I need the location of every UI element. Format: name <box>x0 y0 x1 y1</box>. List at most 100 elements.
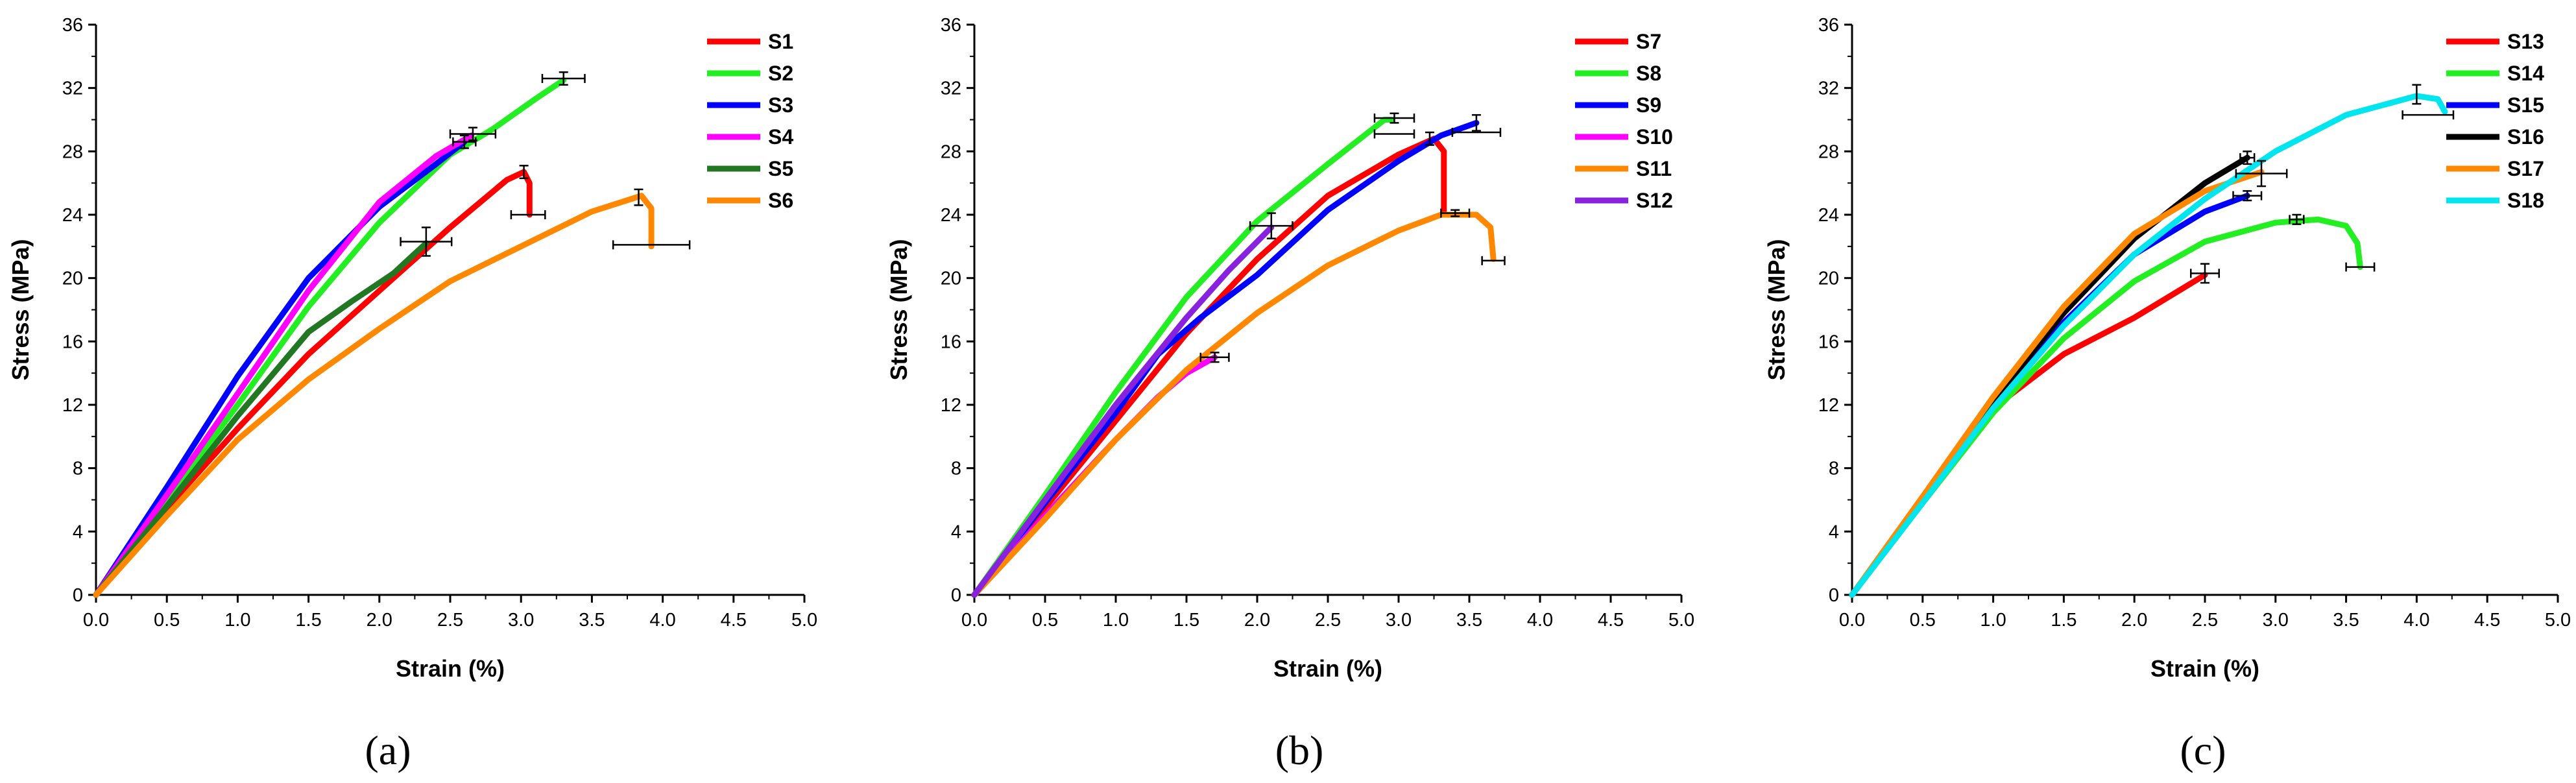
panel-caption: (c) <box>2180 727 2226 773</box>
error-bar-s14-end <box>2345 262 2376 272</box>
series-line-s8 <box>971 117 1395 598</box>
legend-label-s10: S10 <box>1636 125 1673 149</box>
error-bar-s9 <box>1471 114 1481 132</box>
error-bar-s11 <box>1440 208 1471 218</box>
series-line-s12 <box>971 224 1275 598</box>
error-bar-s16 <box>2239 151 2256 165</box>
x-tick-label: 5.0 <box>1668 610 1694 631</box>
y-tick-label: 12 <box>941 395 961 416</box>
y-tick-label: 8 <box>73 459 83 479</box>
legend-label-s18: S18 <box>2507 189 2544 212</box>
error-bar-s6 <box>634 188 644 206</box>
chart-panel-2: 0.0 0.5 1.0 1.5 2.0 2.5 3.0 3.5 4.0 4.5 5.0 0 4 8 12 16… <box>885 15 1694 773</box>
x-tick-label: 4.5 <box>721 610 747 631</box>
legend: S13 S14 S15 S16 S17 S18 <box>2446 30 2544 212</box>
x-tick-label: 1.0 <box>1980 610 2006 631</box>
error-bar-s10 <box>1199 352 1230 363</box>
error-bar-s9-end <box>1451 128 1502 138</box>
y-tick-label: 36 <box>941 15 961 36</box>
x-tick-label: 2.0 <box>367 610 392 631</box>
series-line-s9 <box>971 119 1480 598</box>
y-tick-label: 36 <box>62 15 83 36</box>
y-axis-label: Stress (MPa) <box>1763 239 1790 380</box>
x-tick-label: 0.5 <box>1032 610 1058 631</box>
y-tick-label: 32 <box>1818 78 1839 99</box>
y-tick-label: 24 <box>941 205 961 226</box>
error-bar-s14 <box>2289 213 2305 225</box>
x-tick-label: 3.0 <box>2263 610 2289 631</box>
series-line-s11 <box>971 211 1497 598</box>
series-line-s13 <box>1849 272 2208 598</box>
x-tick-label: 3.5 <box>1456 610 1482 631</box>
series-line-s17 <box>1849 169 2265 598</box>
x-tick-label: 2.0 <box>1244 610 1270 631</box>
y-tick-label: 0 <box>951 585 961 606</box>
legend-label-s1: S1 <box>768 30 793 53</box>
error-bar-s1 <box>519 165 529 180</box>
x-tick-label: 1.5 <box>1174 610 1199 631</box>
y-tick-label: 16 <box>1818 331 1839 352</box>
x-tick-label: 0.0 <box>1839 610 1865 631</box>
series-line-s6 <box>93 193 655 598</box>
y-tick-label: 36 <box>1818 15 1839 36</box>
y-tick-label: 4 <box>73 522 83 542</box>
y-tick-label: 8 <box>1829 459 1839 479</box>
series-line-s7 <box>971 136 1447 598</box>
error-bar-s8-end <box>1373 129 1415 139</box>
chart-panel-1: 0.0 0.5 1.0 1.5 2.0 2.5 3.0 3.5 4.0 4.5 5.0 0 4 8 12 16… <box>7 15 817 773</box>
x-tick-label: 2.5 <box>2192 610 2218 631</box>
error-bar-s2 <box>541 71 586 86</box>
y-tick-label: 28 <box>941 141 961 162</box>
legend-label-s7: S7 <box>1636 30 1661 53</box>
y-tick-label: 28 <box>62 141 83 162</box>
y-tick-label: 8 <box>951 459 961 479</box>
error-bar-s6-end <box>612 240 691 250</box>
series-line-s15 <box>1849 193 2250 598</box>
legend: S7 S8 S9 S10 S11 S12 <box>1575 30 1673 212</box>
x-axis-label: Strain (%) <box>396 655 505 682</box>
error-bar-s17 <box>2235 160 2288 187</box>
chart-panel-3: 0.0 0.5 1.0 1.5 2.0 2.5 3.0 3.5 4.0 4.5 5.0 0 4 8 12 16… <box>1763 15 2571 773</box>
series-line-s1 <box>93 169 533 598</box>
y-tick-label: 24 <box>1818 205 1839 226</box>
x-tick-label: 4.5 <box>1598 610 1624 631</box>
legend-label-s2: S2 <box>768 62 793 85</box>
legend-label-s17: S17 <box>2507 157 2544 180</box>
x-tick-label: 0.0 <box>961 610 987 631</box>
x-tick-label: 4.5 <box>2474 610 2500 631</box>
series-line-s5 <box>93 240 429 598</box>
legend-label-s12: S12 <box>1636 189 1673 212</box>
x-tick-label: 3.5 <box>579 610 605 631</box>
y-tick-label: 4 <box>951 522 961 542</box>
x-tick-label: 0.5 <box>1910 610 1936 631</box>
legend-label-s5: S5 <box>768 157 793 180</box>
error-bar-s15 <box>2232 190 2263 202</box>
x-tick-label: 1.0 <box>224 610 250 631</box>
legend-label-s3: S3 <box>768 93 793 117</box>
x-tick-label: 0.5 <box>154 610 180 631</box>
error-bar-s4 <box>449 126 497 141</box>
legend-label-s8: S8 <box>1636 62 1661 85</box>
error-bar-s8 <box>1373 112 1415 124</box>
legend-label-s15: S15 <box>2507 93 2544 117</box>
legend-label-s6: S6 <box>768 189 793 212</box>
y-tick-label: 24 <box>62 205 83 226</box>
y-tick-label: 12 <box>1818 395 1839 416</box>
y-tick-label: 32 <box>941 78 961 99</box>
x-tick-label: 3.0 <box>1386 610 1412 631</box>
legend-label-s14: S14 <box>2507 62 2544 85</box>
x-tick-label: 3.0 <box>508 610 534 631</box>
x-tick-label: 3.5 <box>2333 610 2359 631</box>
y-tick-label: 0 <box>73 585 83 606</box>
x-tick-label: 2.5 <box>437 610 463 631</box>
y-tick-label: 28 <box>1818 141 1839 162</box>
x-tick-label: 4.0 <box>649 610 675 631</box>
y-axis-label: Stress (MPa) <box>885 239 912 380</box>
y-tick-label: 16 <box>62 331 83 352</box>
panel-caption: (a) <box>365 727 411 773</box>
error-bar-s11-end <box>1481 256 1506 265</box>
y-tick-label: 20 <box>1818 269 1839 289</box>
x-tick-label: 2.5 <box>1315 610 1341 631</box>
error-bar-s18-end <box>2401 110 2455 120</box>
